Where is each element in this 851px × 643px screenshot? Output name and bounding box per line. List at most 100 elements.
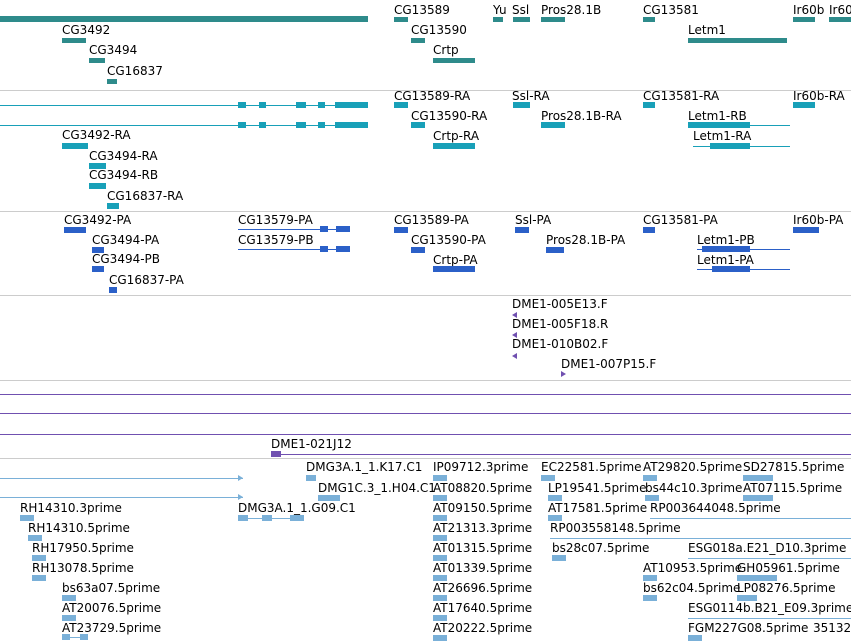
est-line[interactable] xyxy=(0,497,243,498)
gene-label[interactable]: Crtp xyxy=(433,43,459,57)
est-bar[interactable] xyxy=(433,635,447,641)
est-label[interactable]: bs28c07.5prime xyxy=(552,541,650,555)
clone-end-label[interactable]: DME1-007P15.F xyxy=(561,357,657,371)
est-label[interactable]: AT21313.3prime xyxy=(433,521,533,535)
gene-bar[interactable] xyxy=(89,58,105,63)
est-bar[interactable] xyxy=(433,475,447,481)
est-label[interactable]: bs63a07.5prime xyxy=(62,581,161,595)
transcript-exon[interactable] xyxy=(318,102,325,108)
transcript-bar[interactable] xyxy=(643,102,655,108)
gene-label[interactable]: CG13590 xyxy=(411,23,467,37)
est-label[interactable]: RH13078.5prime xyxy=(32,561,134,575)
clone-line[interactable] xyxy=(0,413,851,414)
clone-end-marker[interactable] xyxy=(512,353,517,359)
est-bar[interactable] xyxy=(32,575,46,581)
est-bar[interactable] xyxy=(541,475,555,481)
transcript-exon[interactable] xyxy=(296,102,306,108)
est-label[interactable]: bs44c10.3prime xyxy=(645,481,743,495)
transcript-bar[interactable] xyxy=(793,102,815,108)
transcript-exon[interactable] xyxy=(259,122,266,128)
protein-bar[interactable] xyxy=(92,266,104,272)
clone-end-marker[interactable] xyxy=(512,332,517,338)
est-label[interactable]: RP003644048.5prime xyxy=(650,501,781,515)
est-label[interactable]: AT01339.5prime xyxy=(433,561,533,575)
protein-exon[interactable] xyxy=(336,246,350,252)
protein-label[interactable]: Ir60b-PA xyxy=(793,213,844,227)
clone-end-marker[interactable] xyxy=(561,371,566,377)
est-label[interactable]: RH17950.5prime xyxy=(32,541,134,555)
gene-bar[interactable] xyxy=(829,17,851,22)
protein-label[interactable]: CG13581-PA xyxy=(643,213,718,227)
protein-label[interactable]: CG13589-PA xyxy=(394,213,469,227)
est-line[interactable] xyxy=(650,518,851,519)
transcript-bar[interactable] xyxy=(433,143,475,149)
est-label[interactable]: EC22581.5prime xyxy=(541,460,642,474)
est-bar[interactable] xyxy=(743,475,773,481)
transcript-label[interactable]: CG13589-RA xyxy=(394,89,471,103)
transcript-label[interactable]: Letm1-RA xyxy=(693,129,752,143)
est-label[interactable]: AT01315.5prime xyxy=(433,541,533,555)
est-label[interactable]: DMG3A.1_1.K17.C1 xyxy=(306,460,423,474)
clone-end-label[interactable]: DME1-005F18.R xyxy=(512,317,609,331)
est-bar[interactable] xyxy=(737,595,757,601)
protein-bar[interactable] xyxy=(643,227,655,233)
est-label[interactable]: AT20076.5prime xyxy=(62,601,162,615)
protein-bar[interactable] xyxy=(433,266,475,272)
gene-bar[interactable] xyxy=(793,17,815,22)
protein-line[interactable] xyxy=(238,229,350,230)
est-label[interactable]: AT17581.5prime xyxy=(548,501,648,515)
protein-label[interactable]: Ssl-PA xyxy=(515,213,552,227)
protein-line[interactable] xyxy=(238,249,350,250)
transcript-bar[interactable] xyxy=(394,102,408,108)
est-arrow[interactable] xyxy=(238,475,243,481)
gene-bar[interactable] xyxy=(107,79,117,84)
est-label[interactable]: DMG1C.3_1.H04.C1 xyxy=(318,481,436,495)
transcript-exon[interactable] xyxy=(318,122,325,128)
protein-bar[interactable] xyxy=(92,247,104,253)
est-line[interactable] xyxy=(550,538,851,539)
clone-start[interactable] xyxy=(271,451,281,457)
gene-bar[interactable] xyxy=(493,17,503,22)
est-bar[interactable] xyxy=(548,495,562,501)
est-bar[interactable] xyxy=(32,555,46,561)
transcript-bar[interactable] xyxy=(513,102,530,108)
clone-end-marker[interactable] xyxy=(512,312,517,318)
transcript-exon[interactable] xyxy=(688,122,750,128)
est-label[interactable]: AT10953.5prime xyxy=(643,561,743,575)
transcript-label[interactable]: CG3494-RA xyxy=(89,149,158,163)
protein-label[interactable]: Pros28.1B-PA xyxy=(546,233,626,247)
protein-exon[interactable] xyxy=(320,226,328,232)
transcript-exon[interactable] xyxy=(710,143,750,149)
est-bar[interactable] xyxy=(20,515,34,521)
transcript-bar[interactable] xyxy=(541,122,565,128)
est-bar[interactable] xyxy=(62,634,70,640)
est-bar[interactable] xyxy=(28,535,42,541)
gene-bar[interactable] xyxy=(643,17,655,22)
est-label[interactable]: LP08276.5prime xyxy=(737,581,836,595)
est-arrow[interactable] xyxy=(238,494,243,500)
gene-bar[interactable] xyxy=(541,17,565,22)
est-bar[interactable] xyxy=(548,515,562,521)
est-label[interactable]: AT29820.5prime xyxy=(643,460,743,474)
transcript-label[interactable]: Ssl-RA xyxy=(512,89,550,103)
protein-exon[interactable] xyxy=(320,246,328,252)
est-bar[interactable] xyxy=(645,495,659,501)
gene-label[interactable]: Yu xyxy=(493,3,507,17)
est-label[interactable]: 35132 xyxy=(813,621,851,635)
est-label[interactable]: SD27815.5prime xyxy=(743,460,845,474)
est-bar[interactable] xyxy=(262,515,272,521)
est-bar[interactable] xyxy=(433,495,447,501)
transcript-label[interactable]: CG13590-RA xyxy=(411,109,488,123)
transcript-exon[interactable] xyxy=(335,122,368,128)
est-label[interactable]: DMG3A.1_1.G09.C1 xyxy=(238,501,356,515)
protein-label[interactable]: CG3494-PB xyxy=(92,252,161,266)
gene-bar[interactable] xyxy=(688,38,787,43)
gene-label[interactable]: CG13581 xyxy=(643,3,699,17)
transcript-bar[interactable] xyxy=(62,143,88,149)
gene-label[interactable]: CG3492 xyxy=(62,23,111,37)
transcript-label[interactable]: CG13581-RA xyxy=(643,89,720,103)
est-bar[interactable] xyxy=(433,595,447,601)
protein-label[interactable]: CG13590-PA xyxy=(411,233,486,247)
gene-bar[interactable] xyxy=(513,17,530,22)
est-label[interactable]: ESG018a.E21_D10.3prime xyxy=(688,541,847,555)
